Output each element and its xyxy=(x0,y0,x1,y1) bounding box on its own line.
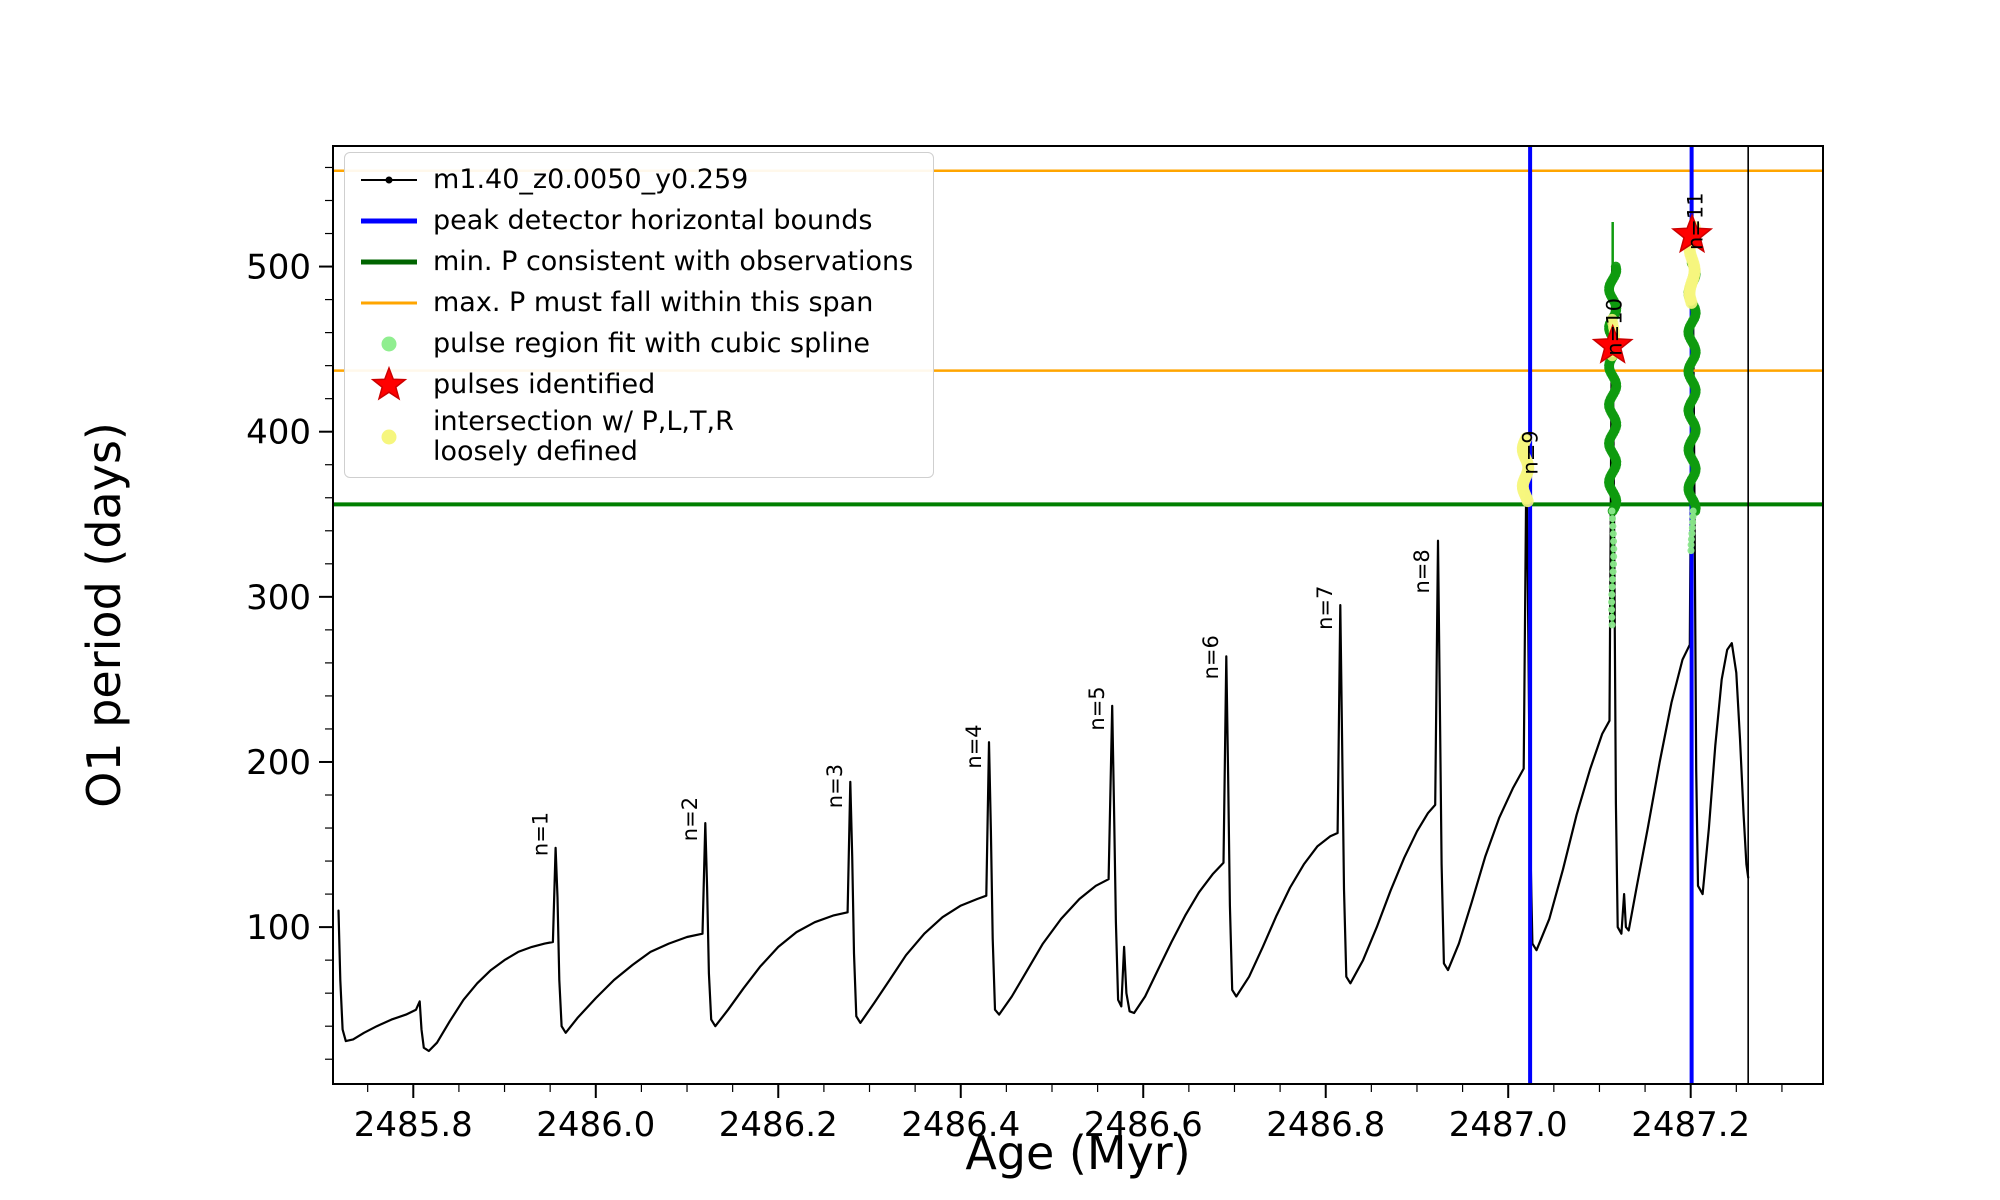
pulse-label: n=1 xyxy=(528,812,552,856)
legend-dot-marker xyxy=(381,336,397,352)
dot-cluster xyxy=(1608,507,1618,629)
pulse-label: n=7 xyxy=(1313,586,1337,630)
legend-label: max. P must fall within this span xyxy=(433,286,874,318)
x-tick-label: 2487.0 xyxy=(1449,1105,1568,1145)
legend-marker xyxy=(357,284,421,322)
x-tick-label: 2486.2 xyxy=(719,1105,838,1145)
y-tick-label: 500 xyxy=(246,248,311,288)
legend-marker xyxy=(357,161,421,199)
axis-ticks: 2485.8 2486.0 2486.2 2486.4 2486.6 2486.8 2487… xyxy=(246,166,1783,1145)
legend-item-3: max. P must fall within this span xyxy=(357,284,913,322)
axes-spines xyxy=(332,145,1824,1085)
x-tick-label: 2486.8 xyxy=(1266,1105,1385,1145)
x-tick-label: 2486.6 xyxy=(1084,1105,1203,1145)
pulse-label: n=5 xyxy=(1085,686,1109,730)
legend-label: peak detector horizontal bounds xyxy=(433,204,873,236)
legend-marker xyxy=(357,325,421,363)
pulse-star-marker xyxy=(1591,323,1634,364)
legend-marker xyxy=(357,243,421,281)
pulse-label: n=8 xyxy=(1410,549,1434,593)
pulse-label: n=3 xyxy=(823,764,847,808)
pulse-label: n=6 xyxy=(1199,635,1223,679)
y-tick-label: 300 xyxy=(246,578,311,618)
legend-item-2: min. P consistent with observations xyxy=(357,243,913,281)
legend-marker xyxy=(357,418,421,456)
legend-label: min. P consistent with observations xyxy=(433,245,914,277)
dot-cluster xyxy=(1516,432,1535,508)
legend-line-marker xyxy=(361,259,417,265)
x-tick-label: 2485.8 xyxy=(354,1105,473,1145)
pulse-label: n=9 xyxy=(1518,430,1542,474)
pulse-stars xyxy=(1591,213,1714,364)
legend-marker xyxy=(357,366,421,404)
legend-line-marker xyxy=(361,218,417,224)
pulse-label: n=10 xyxy=(1602,298,1626,356)
legend-dot-marker xyxy=(381,429,397,445)
legend-label: pulse region fit with cubic spline xyxy=(433,327,870,359)
pulse-star-marker xyxy=(1670,213,1714,254)
y-tick-label: 400 xyxy=(246,413,311,453)
pulse-label: n=2 xyxy=(678,797,702,841)
legend-marker xyxy=(357,202,421,240)
legend-line-marker xyxy=(361,301,417,305)
legend-item-1: peak detector horizontal bounds xyxy=(357,202,913,240)
x-tick-label: 2487.2 xyxy=(1631,1105,1750,1145)
legend-item-6: intersection w/ P,L,T,R loosely defined xyxy=(357,406,913,468)
legend-star-marker xyxy=(370,366,408,401)
legend-item-5: pulses identified xyxy=(357,366,913,404)
pulse-label: n=4 xyxy=(962,724,986,768)
legend-line-dot-marker xyxy=(361,176,417,184)
pulse-annotations: n=1 n=2 n=3 n=4 n=5 n=6 n=7 n=8 n=9 n=10 n=11 xyxy=(528,192,1707,856)
y-tick-label: 200 xyxy=(246,743,311,783)
legend-label: intersection w/ P,L,T,R loosely defined xyxy=(433,406,734,468)
legend-item-0: m1.40_z0.0050_y0.259 xyxy=(357,161,913,199)
y-tick-label: 100 xyxy=(246,908,311,948)
dot-cluster xyxy=(1687,507,1697,555)
legend-label: pulses identified xyxy=(433,368,656,400)
x-axis-label: Age (Myr) xyxy=(965,1126,1191,1180)
y-axis-label: O1 period (days) xyxy=(77,422,131,808)
x-tick-label: 2486.4 xyxy=(901,1105,1020,1145)
pulse-label: n=11 xyxy=(1684,192,1708,250)
legend-label: m1.40_z0.0050_y0.259 xyxy=(433,163,749,195)
x-tick-label: 2486.0 xyxy=(536,1105,655,1145)
legend-item-4: pulse region fit with cubic spline xyxy=(357,325,913,363)
